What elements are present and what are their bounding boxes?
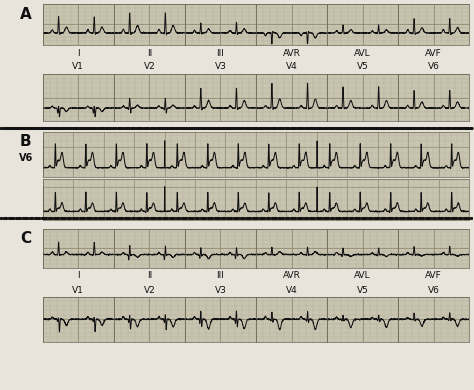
Text: V1: V1	[72, 62, 84, 71]
Text: V4: V4	[286, 62, 297, 71]
Text: AVR: AVR	[283, 49, 301, 58]
Text: I: I	[77, 49, 80, 58]
Text: AVF: AVF	[425, 271, 442, 280]
Text: V5: V5	[356, 286, 369, 295]
Text: V3: V3	[214, 286, 227, 295]
Text: II: II	[146, 271, 152, 280]
Text: V1: V1	[72, 286, 84, 295]
Text: V6: V6	[428, 286, 440, 295]
Text: V5: V5	[356, 62, 369, 71]
Text: AVL: AVL	[354, 49, 371, 58]
Text: AVL: AVL	[354, 271, 371, 280]
Text: AVR: AVR	[283, 271, 301, 280]
Text: B: B	[20, 134, 31, 149]
Text: III: III	[217, 271, 224, 280]
Text: III: III	[217, 49, 224, 58]
Text: C: C	[20, 231, 31, 246]
Text: AVF: AVF	[425, 49, 442, 58]
Text: A: A	[20, 7, 31, 21]
Text: V6: V6	[428, 62, 440, 71]
Text: II: II	[146, 49, 152, 58]
Text: V2: V2	[144, 286, 155, 295]
Text: I: I	[77, 271, 80, 280]
Text: V4: V4	[286, 286, 297, 295]
Text: V3: V3	[214, 62, 227, 71]
Text: V6: V6	[18, 153, 33, 163]
Text: V2: V2	[144, 62, 155, 71]
